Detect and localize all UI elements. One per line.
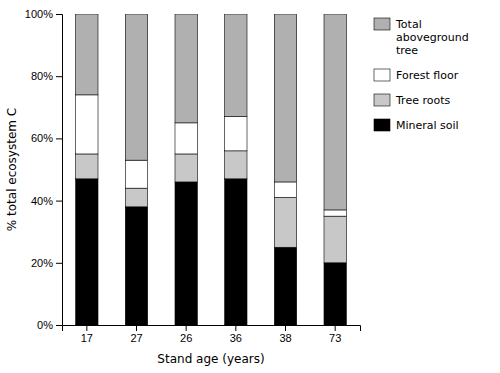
- series: [76, 151, 347, 263]
- bar: [76, 14, 98, 95]
- bar: [175, 14, 197, 123]
- tick-mark: [136, 325, 137, 331]
- tick-mark: [186, 325, 187, 331]
- legend-item: Mineral soil: [374, 119, 459, 132]
- tick-label: 40%: [31, 195, 53, 207]
- bar: [76, 154, 98, 179]
- tick: 36: [230, 325, 242, 344]
- y-axis: 0% 20% 40% 60% 80% 100%: [25, 8, 63, 331]
- tick-label: 17: [81, 332, 93, 344]
- bar: [125, 188, 147, 207]
- bar: [324, 216, 346, 263]
- tick: 20%: [31, 257, 62, 269]
- tick: 38: [279, 325, 291, 344]
- tick: 100%: [25, 8, 62, 20]
- x-axis: 17 27 26 36 38 73: [63, 325, 361, 344]
- legend-item: Totalabovegroundtree: [374, 18, 469, 57]
- tick-mark: [335, 325, 336, 331]
- bars: [76, 14, 347, 325]
- bar: [76, 179, 98, 325]
- tick: 80%: [31, 70, 62, 82]
- legend-label: Forest floor: [396, 69, 459, 82]
- tick: 60%: [31, 132, 62, 144]
- bar: [225, 151, 247, 179]
- bar: [175, 123, 197, 154]
- tick-mark: [56, 14, 62, 15]
- tick-label: 100%: [25, 8, 53, 20]
- series: [76, 179, 347, 325]
- legend-label: Mineral soil: [396, 119, 459, 132]
- plot-area: 17 27 26 36 38 73 0% 20% 40% 60% 80% 100%: [25, 8, 361, 344]
- legend-swatch: [374, 18, 390, 30]
- bar: [274, 182, 296, 198]
- tick-label: 38: [279, 332, 291, 344]
- bar: [175, 182, 197, 325]
- legend-item: Tree roots: [374, 94, 450, 107]
- tick-mark: [56, 263, 62, 264]
- bar: [274, 14, 296, 182]
- bar: [76, 95, 98, 154]
- bar: [225, 179, 247, 325]
- legend-item: Forest floor: [374, 69, 459, 82]
- tick-mark: [56, 201, 62, 202]
- bar: [225, 117, 247, 151]
- bar: [125, 207, 147, 325]
- bar: [274, 247, 296, 325]
- axis-line: [56, 15, 63, 326]
- tick-label: 0%: [37, 319, 53, 331]
- tick-mark: [56, 325, 62, 326]
- tick-mark: [235, 325, 236, 331]
- tick-label: 80%: [31, 70, 53, 82]
- bar: [225, 14, 247, 117]
- bar: [175, 154, 197, 182]
- series: [76, 95, 347, 216]
- bar: [125, 14, 147, 160]
- tick-mark: [285, 325, 286, 331]
- tick: 40%: [31, 195, 62, 207]
- legend: Totalabovegroundtree Forest floor Tree roo…: [374, 18, 469, 132]
- x-axis-title: Stand age (years): [157, 352, 264, 366]
- tick: 26: [180, 325, 192, 344]
- tick: 0%: [37, 319, 62, 331]
- tick-mark: [56, 138, 62, 139]
- bar: [274, 197, 296, 247]
- bar: [125, 160, 147, 188]
- bar: [324, 14, 346, 210]
- tick-label: 27: [130, 332, 142, 344]
- series: [76, 14, 347, 210]
- tick-label: 36: [230, 332, 242, 344]
- y-axis-title: % total ecosystem C: [5, 108, 19, 231]
- tick-label: 20%: [31, 257, 53, 269]
- tick-mark: [86, 325, 87, 331]
- bar: [324, 210, 346, 216]
- tick: 73: [329, 325, 341, 344]
- tick-label: 60%: [31, 132, 53, 144]
- legend-label: Tree roots: [395, 94, 450, 107]
- tick-label: 26: [180, 332, 192, 344]
- legend-swatch: [374, 94, 390, 106]
- tick-mark: [56, 76, 62, 77]
- tick-label: 73: [329, 332, 341, 344]
- bar: [324, 263, 346, 325]
- legend-label: Totalabovegroundtree: [395, 18, 469, 57]
- tick: 27: [130, 325, 142, 344]
- legend-swatch: [374, 69, 390, 81]
- axis-line: [63, 326, 361, 332]
- chart: 17 27 26 36 38 73 0% 20% 40% 60% 80% 100% Stand age …: [0, 0, 500, 373]
- tick: 17: [81, 325, 93, 344]
- legend-swatch: [374, 119, 390, 131]
